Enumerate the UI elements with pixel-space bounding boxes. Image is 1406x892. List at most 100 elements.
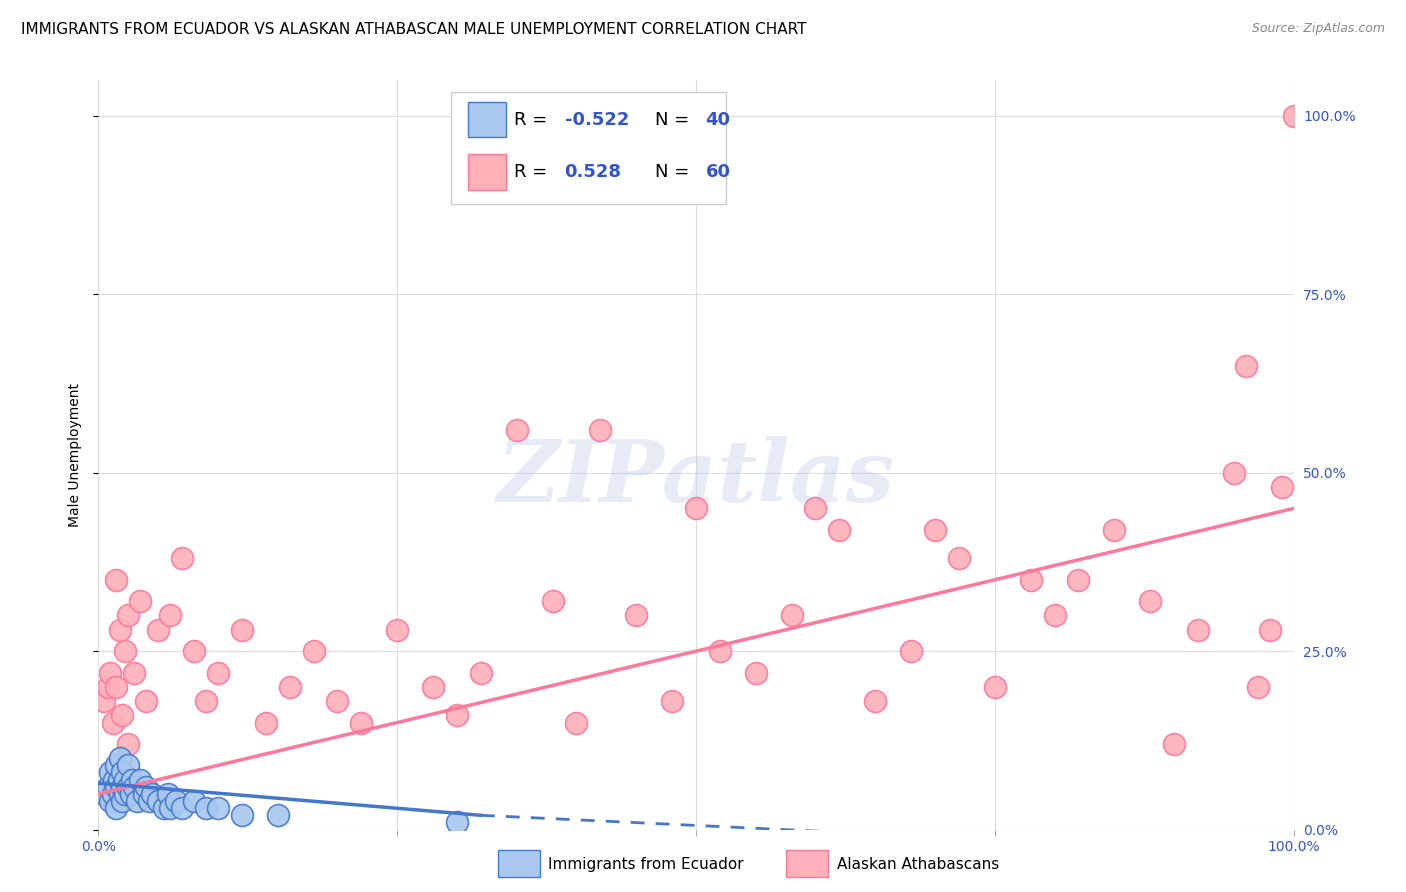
Point <box>156 787 179 801</box>
Point <box>114 787 136 801</box>
Point <box>780 608 803 623</box>
Point <box>105 573 128 587</box>
Point <box>159 801 181 815</box>
Point <box>98 765 122 780</box>
Point <box>97 680 120 694</box>
Text: 60: 60 <box>706 163 731 181</box>
Point <box>111 780 134 794</box>
Point <box>207 665 229 680</box>
Point <box>541 594 564 608</box>
Point <box>148 794 170 808</box>
Point <box>1139 594 1161 608</box>
Point <box>124 665 146 680</box>
Point <box>589 423 612 437</box>
Point <box>865 694 887 708</box>
Point <box>117 758 139 772</box>
Point <box>278 680 301 694</box>
Point <box>984 680 1007 694</box>
Point <box>804 501 827 516</box>
Point <box>93 694 115 708</box>
Point <box>103 772 125 787</box>
FancyBboxPatch shape <box>468 102 506 137</box>
Y-axis label: Male Unemployment: Male Unemployment <box>67 383 82 527</box>
Point <box>745 665 768 680</box>
Text: 0.528: 0.528 <box>565 163 621 181</box>
Point <box>172 801 194 815</box>
Point <box>105 680 128 694</box>
Point <box>121 772 143 787</box>
Text: ZIPatlas: ZIPatlas <box>496 435 896 519</box>
Point <box>101 787 124 801</box>
Point <box>385 623 409 637</box>
Point <box>129 594 152 608</box>
Point <box>98 794 122 808</box>
FancyBboxPatch shape <box>451 92 725 204</box>
Point <box>565 715 588 730</box>
Point <box>302 644 325 658</box>
Point <box>111 765 134 780</box>
Text: IMMIGRANTS FROM ECUADOR VS ALASKAN ATHABASCAN MALE UNEMPLOYMENT CORRELATION CHAR: IMMIGRANTS FROM ECUADOR VS ALASKAN ATHAB… <box>21 22 807 37</box>
Point <box>135 694 157 708</box>
Point <box>626 608 648 623</box>
Point <box>120 787 142 801</box>
Point <box>470 665 492 680</box>
Point <box>1067 573 1090 587</box>
Point <box>709 644 731 658</box>
Point <box>108 787 131 801</box>
Point <box>105 780 128 794</box>
Point <box>117 608 139 623</box>
Point <box>1104 523 1126 537</box>
Point <box>138 794 160 808</box>
Point <box>231 623 253 637</box>
Point <box>153 801 176 815</box>
Point <box>108 623 131 637</box>
Point <box>105 758 128 772</box>
Point <box>506 423 529 437</box>
Text: Source: ZipAtlas.com: Source: ZipAtlas.com <box>1251 22 1385 36</box>
Point <box>1271 480 1294 494</box>
Point <box>195 801 218 815</box>
Text: Immigrants from Ecuador: Immigrants from Ecuador <box>548 857 744 871</box>
Point <box>1234 359 1257 373</box>
Point <box>129 772 152 787</box>
Point <box>422 680 444 694</box>
Point <box>114 644 136 658</box>
Point <box>446 815 468 830</box>
Point <box>326 694 349 708</box>
Point <box>267 808 290 822</box>
Point <box>141 787 163 801</box>
Point <box>828 523 851 537</box>
Point <box>446 708 468 723</box>
Point <box>111 794 134 808</box>
Point <box>1043 608 1066 623</box>
Text: 40: 40 <box>706 111 731 128</box>
Point <box>97 780 120 794</box>
Point <box>101 715 124 730</box>
Point <box>1019 573 1042 587</box>
Point <box>207 801 229 815</box>
Point <box>661 694 683 708</box>
Text: Alaskan Athabascans: Alaskan Athabascans <box>837 857 998 871</box>
Text: R =: R = <box>515 111 554 128</box>
Point <box>93 787 115 801</box>
Point <box>231 808 253 822</box>
Point <box>98 665 122 680</box>
Point <box>159 608 181 623</box>
Point <box>350 715 373 730</box>
Point <box>124 780 146 794</box>
Point <box>183 794 205 808</box>
Point <box>132 787 155 801</box>
Point <box>1163 737 1185 751</box>
Point <box>107 772 129 787</box>
Point <box>111 708 134 723</box>
Point <box>183 644 205 658</box>
Point <box>117 780 139 794</box>
Point <box>148 623 170 637</box>
Point <box>254 715 277 730</box>
Point <box>1247 680 1270 694</box>
Point <box>685 501 707 516</box>
FancyBboxPatch shape <box>468 154 506 190</box>
Point <box>165 794 187 808</box>
Text: R =: R = <box>515 163 560 181</box>
Point <box>948 551 970 566</box>
